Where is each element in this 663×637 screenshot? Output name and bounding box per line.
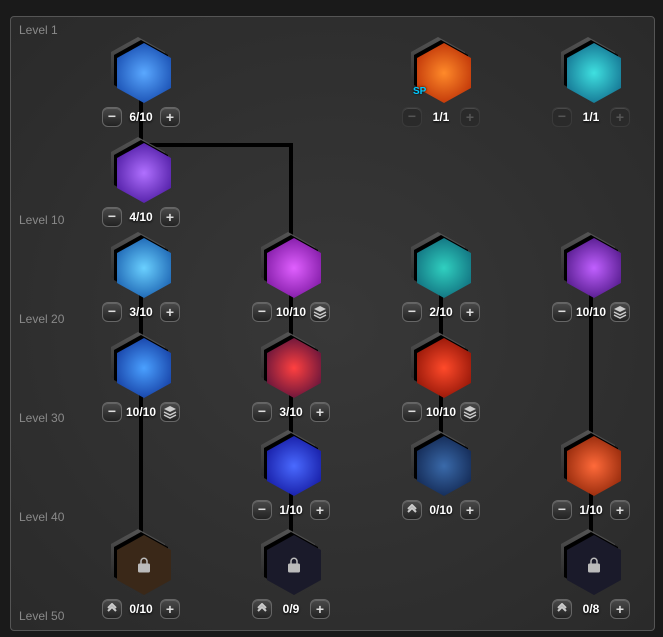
skill-node[interactable]: −3/10+	[261, 332, 321, 400]
skill-node[interactable]: −1/1+	[561, 37, 621, 105]
skill-node[interactable]: −6/10+	[111, 37, 171, 105]
skill-counter: 1/10	[276, 503, 306, 517]
level-label: Level 1	[19, 23, 58, 37]
level-label: Level 40	[19, 510, 64, 524]
decrement-button[interactable]: −	[402, 302, 422, 322]
increment-button[interactable]: +	[310, 500, 330, 520]
decrement-button[interactable]: −	[552, 302, 572, 322]
lock-icon	[285, 556, 303, 574]
increment-button: +	[610, 107, 630, 127]
lock-icon	[135, 556, 153, 574]
skill-counter: 3/10	[276, 405, 306, 419]
skill-node[interactable]: −1/10+	[261, 430, 321, 498]
increment-button[interactable]: +	[160, 302, 180, 322]
node-controls: −10/10	[395, 402, 487, 422]
skill-node[interactable]: 0/8+	[561, 529, 621, 597]
decrement-button[interactable]: −	[102, 302, 122, 322]
node-controls: −6/10 +	[95, 107, 187, 127]
level-label: Level 50	[19, 609, 64, 623]
skill-tree-panel: Level 1 Level 10 Level 20 Level 30 Level 40 L…	[10, 16, 655, 631]
max-rank-button[interactable]	[310, 302, 330, 322]
skill-node[interactable]: −10/10	[411, 332, 471, 400]
skill-counter: 0/9	[276, 602, 306, 616]
node-controls: −1/1 +	[545, 107, 637, 127]
skill-node[interactable]: −3/10+	[111, 232, 171, 300]
node-controls: −10/10	[95, 402, 187, 422]
max-rank-button[interactable]	[460, 402, 480, 422]
skill-counter: 10/10	[126, 405, 156, 419]
skill-counter: 10/10	[276, 305, 306, 319]
increment-button[interactable]: +	[160, 599, 180, 619]
skill-counter: 2/10	[426, 305, 456, 319]
increment-button[interactable]: +	[460, 302, 480, 322]
lock-icon	[585, 556, 603, 574]
level-label: Level 30	[19, 411, 64, 425]
decrement-button[interactable]: −	[102, 207, 122, 227]
skill-counter: 0/8	[576, 602, 606, 616]
skill-counter: 1/1	[576, 110, 606, 124]
decrement-button[interactable]: −	[402, 402, 422, 422]
node-controls: −10/10	[545, 302, 637, 322]
skill-node[interactable]: −1/10+	[561, 430, 621, 498]
skill-node[interactable]: −2/10+	[411, 232, 471, 300]
skill-counter: 10/10	[576, 305, 606, 319]
node-controls: −2/10 +	[395, 302, 487, 322]
skill-counter: 1/1	[426, 110, 456, 124]
level-label: Level 20	[19, 312, 64, 326]
decrement-button[interactable]: −	[552, 500, 572, 520]
skill-node[interactable]: 0/10+	[411, 430, 471, 498]
skill-node[interactable]: 0/10+	[111, 529, 171, 597]
node-controls: −10/10	[245, 302, 337, 322]
increment-button[interactable]: +	[460, 500, 480, 520]
skill-node[interactable]: SP−1/1+	[411, 37, 471, 105]
node-controls: −1/10 +	[545, 500, 637, 520]
skill-counter: 0/10	[126, 602, 156, 616]
node-controls: 0/10 +	[395, 500, 487, 520]
skill-counter: 4/10	[126, 210, 156, 224]
node-controls: 0/10 +	[95, 599, 187, 619]
skill-node[interactable]: −10/10	[111, 332, 171, 400]
increment-button[interactable]: +	[610, 599, 630, 619]
level-label: Level 10	[19, 213, 64, 227]
node-controls: −1/1 +	[395, 107, 487, 127]
decrement-button[interactable]: −	[252, 302, 272, 322]
node-controls: −3/10 +	[245, 402, 337, 422]
skill-counter: 1/10	[576, 503, 606, 517]
rank-up-button[interactable]	[402, 500, 422, 520]
decrement-button[interactable]: −	[252, 500, 272, 520]
increment-button[interactable]: +	[160, 207, 180, 227]
increment-button: +	[460, 107, 480, 127]
decrement-button: −	[402, 107, 422, 127]
node-controls: 0/9 +	[245, 599, 337, 619]
node-controls: 0/8 +	[545, 599, 637, 619]
skill-node[interactable]: 0/9+	[261, 529, 321, 597]
max-rank-button[interactable]	[160, 402, 180, 422]
skill-counter: 3/10	[126, 305, 156, 319]
decrement-button[interactable]: −	[102, 402, 122, 422]
increment-button[interactable]: +	[310, 599, 330, 619]
skill-node[interactable]: −10/10	[561, 232, 621, 300]
skill-counter: 10/10	[426, 405, 456, 419]
increment-button[interactable]: +	[160, 107, 180, 127]
rank-up-button[interactable]	[252, 599, 272, 619]
max-rank-button[interactable]	[610, 302, 630, 322]
decrement-button: −	[552, 107, 572, 127]
rank-up-button[interactable]	[102, 599, 122, 619]
sp-badge: SP	[413, 86, 426, 97]
decrement-button[interactable]: −	[102, 107, 122, 127]
increment-button[interactable]: +	[610, 500, 630, 520]
skill-node[interactable]: −10/10	[261, 232, 321, 300]
decrement-button[interactable]: −	[252, 402, 272, 422]
node-controls: −4/10 +	[95, 207, 187, 227]
skill-counter: 0/10	[426, 503, 456, 517]
node-controls: −3/10 +	[95, 302, 187, 322]
skill-counter: 6/10	[126, 110, 156, 124]
rank-up-button[interactable]	[552, 599, 572, 619]
node-controls: −1/10 +	[245, 500, 337, 520]
increment-button[interactable]: +	[310, 402, 330, 422]
skill-node[interactable]: −4/10+	[111, 137, 171, 205]
